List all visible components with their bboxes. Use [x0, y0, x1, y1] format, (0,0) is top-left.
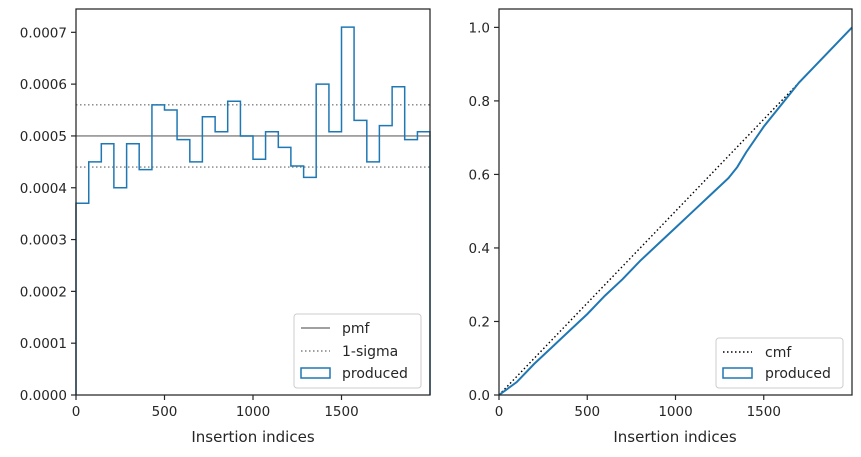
- histogram-y-tick-label: 0.0006: [20, 77, 67, 93]
- histogram-panel: 0 500 1000 1500 0.00000.00010.00020.00030.0…: [20, 8, 431, 446]
- cmf-line-produced: [498, 26, 853, 396]
- cmf-y-tick-label: 1.0: [469, 20, 490, 36]
- cmf-x-tick-label: 1500: [747, 404, 781, 420]
- cmf-x-ticks: 0 500 1000 1500: [495, 395, 781, 420]
- cmf-legend-box: [715, 337, 844, 389]
- cmf-legend: cmf produced: [715, 337, 844, 389]
- histogram-y-tick-label: 0.0007: [20, 25, 67, 41]
- cmf-x-tick-label: 0: [495, 404, 504, 420]
- histogram-x-tick-label: 1000: [236, 404, 270, 420]
- histogram-x-tick-label: 500: [152, 404, 178, 420]
- cmf-marks: [498, 26, 853, 396]
- legend-produced-swatch: [300, 367, 331, 379]
- histogram-x-axis-label: Insertion indices: [191, 428, 314, 446]
- histogram-legend: pmf 1-sigma produced: [293, 313, 422, 389]
- histogram-marks: [75, 26, 431, 395]
- histogram-y-tick-label: 0.0002: [20, 284, 67, 300]
- histogram-x-tick-label: 0: [72, 404, 81, 420]
- histogram-y-tick-label: 0.0005: [20, 129, 67, 145]
- legend-produced-label: produced: [342, 366, 408, 382]
- cmf-y-tick-label: 0.6: [469, 167, 490, 183]
- histogram-y-ticks: 0.0000 0.0001 0.0002 0.0003 0.0004 0.0005 0.00…: [20, 25, 76, 404]
- legend-pmf-label: pmf: [342, 321, 371, 337]
- histogram-step-produced: [75, 26, 431, 395]
- legend-produced-label-2: produced: [765, 366, 831, 382]
- histogram-y-tick-label: 0.0001: [20, 336, 67, 352]
- histogram-y-tick-label: 0.0000: [20, 388, 67, 404]
- cmf-x-axis-label: Insertion indices: [613, 428, 736, 446]
- cmf-axes-frame: [498, 8, 853, 396]
- legend-cmf-label: cmf: [765, 345, 792, 361]
- legend-produced-swatch-2: [722, 367, 753, 379]
- histogram-x-ticks: 0 500 1000 1500: [72, 395, 359, 420]
- histogram-legend-box: [293, 313, 422, 389]
- cmf-x-tick-label: 1000: [658, 404, 692, 420]
- histogram-x-tick-label: 1500: [324, 404, 358, 420]
- cmf-y-tick-label: 0.8: [469, 94, 490, 110]
- cmf-panel: 0 500 1000 1500 0.0 0.2 0.4 0.6 0.8 1.0 Insertio…: [469, 8, 853, 446]
- cmf-y-ticks: 0.0 0.2 0.4 0.6 0.8 1.0: [469, 20, 499, 404]
- cmf-y-tick-label: 0.2: [469, 314, 490, 330]
- cmf-x-tick-label: 500: [574, 404, 600, 420]
- cmf-y-tick-label: 0.0: [469, 388, 490, 404]
- histogram-y-tick-label: 0.0004: [20, 181, 67, 197]
- legend-1-sigma-label: 1-sigma: [342, 344, 398, 360]
- cmf-y-tick-label: 0.4: [469, 241, 490, 257]
- histogram-y-tick-label: 0.0003: [20, 233, 67, 249]
